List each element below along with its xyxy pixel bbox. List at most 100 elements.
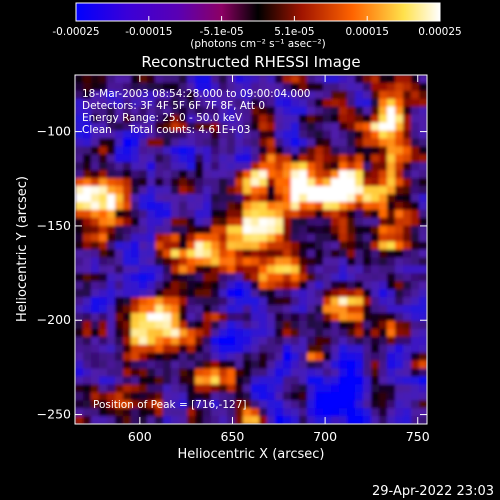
map-cell — [251, 233, 260, 243]
map-cell — [99, 201, 108, 211]
map-cell — [75, 281, 84, 290]
map-cell — [115, 225, 124, 235]
map-cell — [307, 75, 316, 84]
map-cell — [83, 130, 92, 140]
map-cell — [139, 217, 148, 227]
map-cell — [75, 249, 84, 259]
map-cell — [211, 98, 220, 108]
map-cell — [323, 289, 332, 298]
map-cell — [355, 162, 364, 171]
map-cell — [299, 130, 308, 140]
map-cell — [123, 384, 132, 393]
map-cell — [363, 106, 372, 116]
map-cell — [147, 233, 156, 243]
map-cell — [115, 90, 124, 100]
map-cell — [243, 384, 252, 393]
map-cell — [163, 138, 172, 147]
map-cell — [283, 98, 292, 108]
map-cell — [139, 320, 148, 330]
map-cell — [387, 265, 396, 274]
map-cell — [83, 75, 92, 84]
map-cell — [139, 408, 148, 417]
map-cell — [347, 257, 356, 266]
map-cell — [115, 122, 124, 132]
map-cell — [179, 98, 188, 108]
map-cell — [187, 154, 196, 163]
map-cell — [259, 130, 268, 140]
map-cell — [387, 186, 396, 195]
map-cell — [347, 162, 356, 171]
map-cell — [243, 130, 252, 140]
map-cell — [139, 138, 148, 147]
map-cell — [107, 289, 116, 298]
map-cell — [123, 336, 132, 346]
map-cell — [395, 106, 404, 116]
map-cell — [227, 98, 236, 108]
map-cell — [235, 273, 244, 282]
map-cell — [275, 297, 284, 306]
map-cell — [251, 130, 260, 140]
map-cell — [419, 98, 427, 108]
map-cell — [155, 98, 164, 108]
map-cell — [355, 281, 364, 290]
map-cell — [331, 75, 340, 84]
map-cell — [395, 352, 404, 362]
map-cell — [251, 265, 260, 274]
map-cell — [323, 217, 332, 227]
map-cell — [339, 138, 348, 147]
map-cell — [355, 154, 364, 163]
map-cell — [91, 384, 100, 393]
map-cell — [203, 312, 212, 322]
map-cell — [355, 217, 364, 227]
x-axis-label: Heliocentric X (arcsec) — [178, 447, 325, 462]
map-cell — [219, 162, 228, 171]
map-cell — [355, 225, 364, 235]
map-cell — [259, 352, 268, 362]
map-cell — [331, 400, 340, 409]
map-cell — [259, 392, 268, 401]
map-cell — [347, 178, 356, 187]
map-cell — [187, 352, 196, 362]
map-cell — [195, 193, 204, 203]
map-cell — [307, 344, 316, 354]
map-cell — [163, 257, 172, 266]
map-cell — [123, 154, 132, 163]
map-cell — [99, 98, 108, 108]
map-cell — [147, 170, 156, 179]
map-cell — [267, 146, 276, 155]
map-cell — [395, 328, 404, 338]
map-cell — [219, 257, 228, 266]
map-cell — [219, 344, 228, 354]
map-cell — [355, 312, 364, 322]
map-cell — [395, 162, 404, 171]
map-cell — [211, 344, 220, 354]
map-cell — [203, 360, 212, 370]
map-cell — [339, 98, 348, 108]
map-cell — [259, 186, 268, 195]
map-cell — [131, 281, 140, 290]
map-cell — [403, 416, 412, 424]
map-cell — [219, 193, 228, 203]
map-cell — [107, 114, 116, 124]
map-cell — [339, 360, 348, 370]
map-cell — [283, 154, 292, 163]
map-cell — [411, 328, 420, 338]
map-cell — [131, 376, 140, 385]
map-cell — [275, 130, 284, 140]
map-cell — [403, 138, 412, 147]
map-cell — [411, 225, 420, 235]
map-cell — [147, 360, 156, 370]
y-axis-label: Heliocentric Y (arcsec) — [15, 176, 30, 322]
map-cell — [123, 312, 132, 322]
map-cell — [275, 400, 284, 409]
map-cell — [251, 408, 260, 417]
map-cell — [331, 281, 340, 290]
map-cell — [219, 233, 228, 243]
map-cell — [363, 384, 372, 393]
map-cell — [123, 344, 132, 354]
map-cell — [403, 384, 412, 393]
map-cell — [227, 257, 236, 266]
map-cell — [171, 98, 180, 108]
map-cell — [307, 368, 316, 378]
map-cell — [275, 82, 284, 92]
